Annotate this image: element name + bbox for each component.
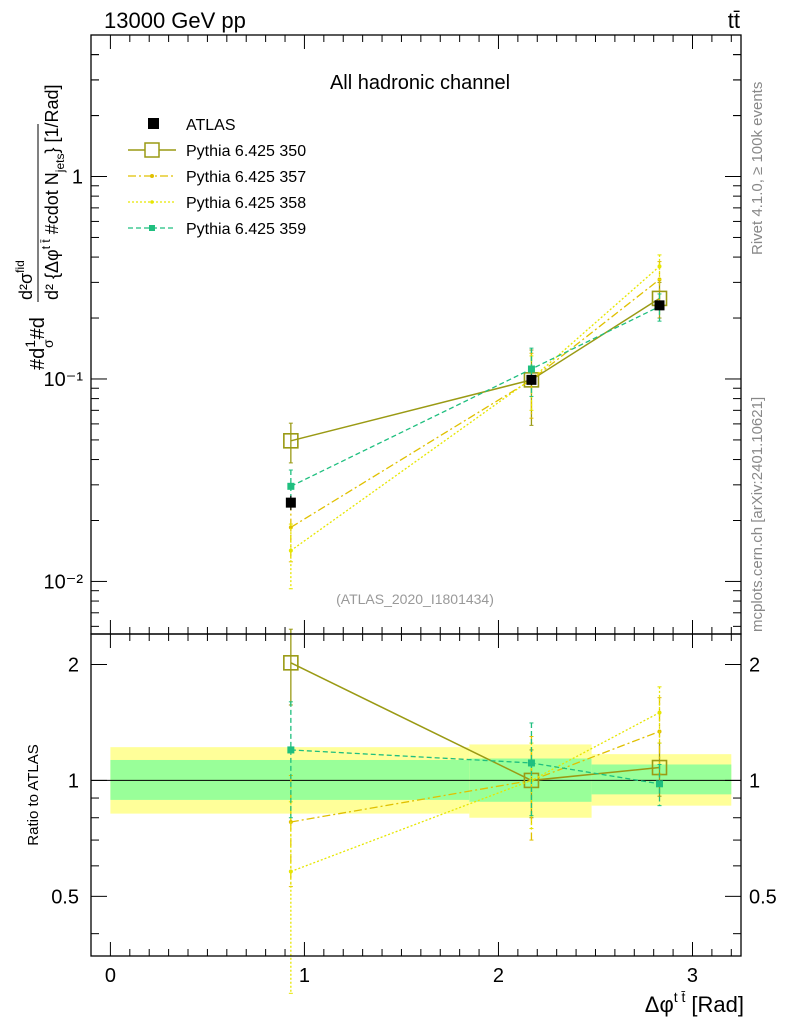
legend-marker-350 [144, 142, 160, 158]
ylabel-part-e: d²σ [16, 273, 36, 300]
series-layer [283, 254, 668, 994]
legend-marker-atlas [148, 118, 159, 129]
channel-label: All hadronic channel [330, 72, 510, 94]
x-tick-label-1: 1 [299, 965, 310, 987]
ylabel-part-j: jets [53, 154, 67, 174]
x-axis-label-symbol: Δφ [645, 992, 674, 1017]
x-tick-label-0: 0 [105, 965, 116, 987]
ylabel-part-g: d² {Δφ [42, 249, 62, 300]
y-tick-label-main-2: 10⁻² [44, 571, 84, 593]
x-axis-label-unit: [Rad] [691, 992, 744, 1017]
ratio-marker-3-1 [527, 759, 535, 767]
energy-label: 13000 GeV pp [104, 8, 246, 33]
main-marker-2-2 [657, 264, 662, 269]
x-axis-label: Δφt t̄ [Rad] [645, 989, 744, 1017]
main-line-0 [290, 297, 660, 442]
ylabel-part-d: #d [27, 317, 49, 339]
ylabel-part-c: σ [40, 339, 56, 348]
svg-text:d² {Δφt t̄ #cdot Njets} [1/Rad: d² {Δφt t̄ #cdot Njets} [1/Rad] [39, 84, 67, 300]
main-marker-1-0 [288, 525, 293, 530]
atlas-marker-0 [285, 497, 296, 508]
y-tick-label-ratio-left-0: 2 [68, 654, 79, 676]
x-tick-label-2: 2 [493, 965, 504, 987]
main-line-2 [290, 265, 660, 552]
ylabel-part-h: t t̄ [39, 239, 53, 250]
ylabel-part-f: fid [13, 260, 27, 273]
ratio-marker-2-0 [288, 869, 293, 874]
ratio-marker-3-0 [287, 746, 295, 754]
y-tick-label-main-1: 10⁻¹ [44, 369, 84, 391]
x-axis-label-sup: t t̄ [674, 989, 686, 1005]
x-tick-label-3: 3 [687, 965, 698, 987]
analysis-id-label: (ATLAS_2020_I1801434) [336, 591, 494, 607]
legend: ATLAS Pythia 6.425 350 Pythia 6.425 357 … [128, 117, 306, 238]
legend-marker-357 [150, 174, 154, 178]
main-marker-0-0 [283, 433, 299, 449]
ratio-marker-3-2 [656, 780, 664, 788]
ratio-marker-2-2 [657, 710, 662, 715]
main-line-1 [290, 278, 660, 528]
ylabel-part-a: #d [27, 348, 49, 370]
y-tick-label-ratio-left-1: 1 [68, 770, 79, 792]
ratio-marker-0-0 [283, 655, 299, 671]
process-label: tt̄ [728, 8, 740, 33]
ylabel-part-b: 1 [22, 340, 38, 348]
ratio-frame [90, 633, 742, 957]
main-marker-3-1 [527, 365, 535, 373]
svg-text:#d1σ#d: #d1 σ#d [22, 317, 56, 370]
y-axis-label-ratio: Ratio to ATLAS [25, 744, 42, 845]
rivet-version-label: Rivet 4.1.0, ≥ 100k events [749, 82, 766, 255]
legend-marker-358 [150, 200, 154, 204]
legend-marker-359 [149, 225, 155, 231]
legend-label-358: Pythia 6.425 358 [186, 195, 306, 212]
main-line-3 [290, 305, 660, 487]
legend-label-359: Pythia 6.425 359 [186, 221, 306, 238]
legend-label-350: Pythia 6.425 350 [186, 143, 306, 160]
stat-uncertainty-band-2 [591, 764, 732, 795]
y-tick-label-main-0: 1 [72, 167, 83, 189]
legend-label-atlas: ATLAS [186, 117, 236, 134]
y-tick-label-ratio-right-1: 1 [749, 770, 760, 792]
y-tick-label-ratio-right-0: 2 [749, 654, 760, 676]
mcplots-label: mcplots.cern.ch [arXiv:2401.10621] [749, 397, 766, 632]
y-axis-label-main: #d1 σ#d d²σfid d² {Δφt t̄ #cdot Njets} [1… [13, 84, 67, 370]
main-marker-2-0 [288, 548, 293, 553]
ylabel-part-k: } [1/Rad] [42, 84, 62, 153]
axes: 0 1 2 3 1 10⁻¹ 10⁻² 2 2 1 1 0.5 0.5 [44, 34, 777, 987]
atlas-marker-2 [654, 300, 665, 311]
svg-text:d²σfid: d²σfid [13, 260, 36, 300]
y-tick-label-ratio-left-2: 0.5 [51, 886, 79, 908]
legend-label-357: Pythia 6.425 357 [186, 169, 306, 186]
y-tick-label-ratio-right-2: 0.5 [749, 886, 777, 908]
main-marker-3-0 [287, 482, 295, 490]
atlas-marker-1 [526, 374, 537, 385]
ylabel-part-i: #cdot N [42, 172, 62, 239]
